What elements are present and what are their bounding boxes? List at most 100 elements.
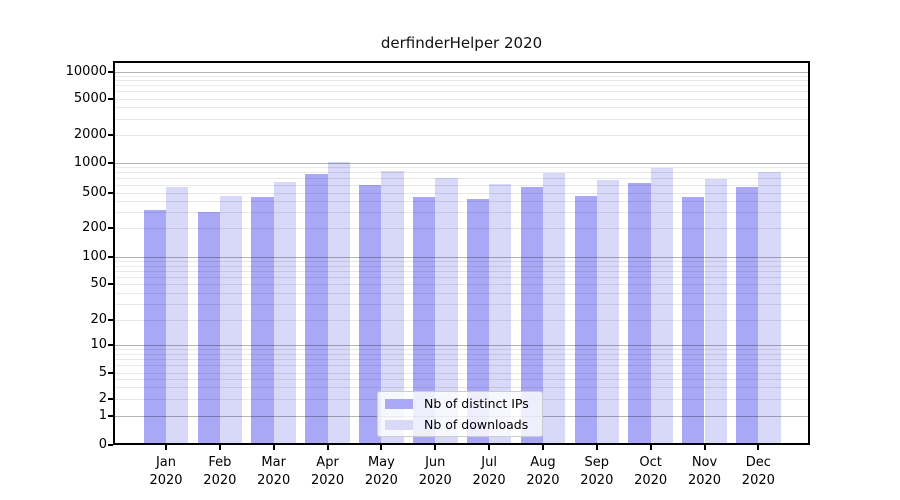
- x-tick-label: Apr 2020: [311, 455, 345, 488]
- gridline-minor-7000: [113, 85, 810, 87]
- bar-downloads-jul: [489, 183, 512, 445]
- bar-downloads-aug: [542, 173, 566, 445]
- y-tick-label: 50: [90, 276, 107, 291]
- chart-title: derfinderHelper 2020: [380, 34, 543, 52]
- gridline-minor-70: [113, 270, 810, 272]
- gridline-minor-50: [113, 284, 810, 285]
- bar-distinct-ips-sep: [574, 196, 597, 445]
- x-tick-mark: [757, 445, 760, 450]
- y-tick-label: 200: [82, 219, 107, 235]
- x-tick-mark: [380, 445, 383, 450]
- legend-row-downloads: Nb of downloads: [385, 414, 542, 435]
- y-tick-label: 10000: [65, 63, 107, 79]
- y-tick-label: 20: [90, 312, 107, 327]
- bar-distinct-ips-aug: [520, 186, 543, 445]
- gridline-minor-5: [113, 372, 810, 374]
- y-tick-label: 500: [82, 184, 107, 200]
- bar-downloads-may: [381, 170, 404, 445]
- gridline-minor-90: [113, 261, 810, 263]
- x-tick-mark: [595, 445, 598, 450]
- y-tick-label: 5000: [73, 90, 107, 106]
- gridline-minor-9000: [113, 75, 810, 77]
- bar-downloads-nov: [704, 178, 727, 445]
- y-tick-mark: [108, 256, 113, 258]
- y-tick-label: 0: [98, 437, 107, 452]
- bar-downloads-jan: [166, 186, 189, 445]
- x-tick-mark: [165, 445, 167, 450]
- gridline-minor-800: [113, 172, 810, 174]
- x-tick-label: Oct 2020: [634, 455, 668, 488]
- y-tick-mark: [108, 70, 113, 73]
- y-tick-label: 2: [98, 391, 107, 406]
- gridline-minor-40: [113, 292, 810, 294]
- x-tick-mark: [434, 445, 437, 450]
- y-tick-mark: [108, 344, 113, 346]
- plot-area: 0 1 2 5 10 20 50 100 200 500 1000 2000 5000 10000 Jan …: [66, 61, 810, 488]
- gridline-major-1000: [113, 162, 810, 164]
- x-tick-mark: [218, 445, 221, 450]
- bar-distinct-ips-dec: [736, 186, 759, 445]
- bar-downloads-jun: [435, 177, 458, 445]
- x-tick-mark: [326, 445, 329, 450]
- x-tick-label: Mar 2020: [257, 455, 291, 488]
- bar-downloads-feb: [219, 196, 243, 445]
- x-tick-mark: [649, 445, 652, 450]
- gridline-major-10000: [113, 71, 810, 73]
- y-tick-mark: [108, 283, 113, 285]
- y-tick-mark: [108, 415, 113, 417]
- bar-downloads-dec: [758, 172, 781, 445]
- gridline-minor-4000: [113, 107, 810, 109]
- gridline-minor-300: [113, 212, 810, 213]
- x-tick-label: Jul 2020: [472, 455, 506, 488]
- bar-downloads-oct: [650, 167, 673, 445]
- y-tick-mark: [108, 319, 113, 321]
- bar-distinct-ips-jul: [466, 199, 490, 445]
- bar-distinct-ips-feb: [197, 212, 220, 445]
- y-tick-label: 100: [82, 249, 107, 264]
- y-tick-mark: [108, 226, 113, 229]
- gridline-minor-60: [113, 276, 810, 278]
- x-tick-label: May 2020: [364, 455, 398, 488]
- y-tick-label: 10: [90, 337, 107, 352]
- bar-distinct-ips-jun: [412, 197, 436, 445]
- gridline-minor-500: [113, 192, 810, 194]
- gridline-minor-900: [113, 167, 810, 169]
- gridline-minor-400: [113, 201, 810, 203]
- legend: Nb of distinct IPs Nb of downloads: [377, 391, 543, 437]
- gridline-minor-8: [113, 353, 810, 355]
- legend-swatch-distinct-ips: [385, 398, 413, 409]
- x-tick-mark: [272, 445, 275, 450]
- bar-distinct-ips-oct: [628, 182, 651, 445]
- y-tick-label: 1: [98, 408, 107, 423]
- y-tick-label: 2000: [73, 127, 107, 142]
- gridline-minor-80: [113, 265, 810, 267]
- x-tick-label: Nov 2020: [687, 455, 722, 488]
- gridline-major-10: [113, 345, 810, 346]
- gridline-minor-600: [113, 184, 810, 186]
- gridline-minor-6000: [113, 91, 810, 93]
- y-tick-mark: [108, 191, 113, 194]
- gridline-minor-8000: [113, 80, 810, 82]
- gridline-minor-6: [113, 365, 810, 367]
- bar-distinct-ips-jan: [143, 209, 166, 445]
- gridline-minor-7: [113, 359, 810, 361]
- gridline-minor-4: [113, 378, 810, 380]
- y-tick-mark: [108, 371, 113, 374]
- x-tick-label: Sep 2020: [580, 455, 614, 488]
- y-tick-mark: [108, 134, 113, 136]
- gridline-major-100: [113, 257, 810, 258]
- bar-downloads-apr: [327, 161, 350, 445]
- gridline-minor-9: [113, 349, 810, 351]
- x-tick-label: Aug 2020: [526, 455, 560, 488]
- x-tick-label: Jun 2020: [418, 455, 452, 488]
- x-tick-label: Jan 2020: [149, 455, 183, 488]
- y-tick-mark: [108, 97, 113, 100]
- y-tick-mark: [108, 398, 113, 400]
- gridline-minor-700: [113, 177, 810, 179]
- legend-label-distinct-ips: Nb of distinct IPs: [424, 396, 529, 411]
- bar-distinct-ips-may: [359, 184, 382, 445]
- x-tick-mark: [703, 445, 706, 450]
- x-tick-label: Dec 2020: [741, 455, 775, 488]
- bar-distinct-ips-apr: [305, 174, 328, 445]
